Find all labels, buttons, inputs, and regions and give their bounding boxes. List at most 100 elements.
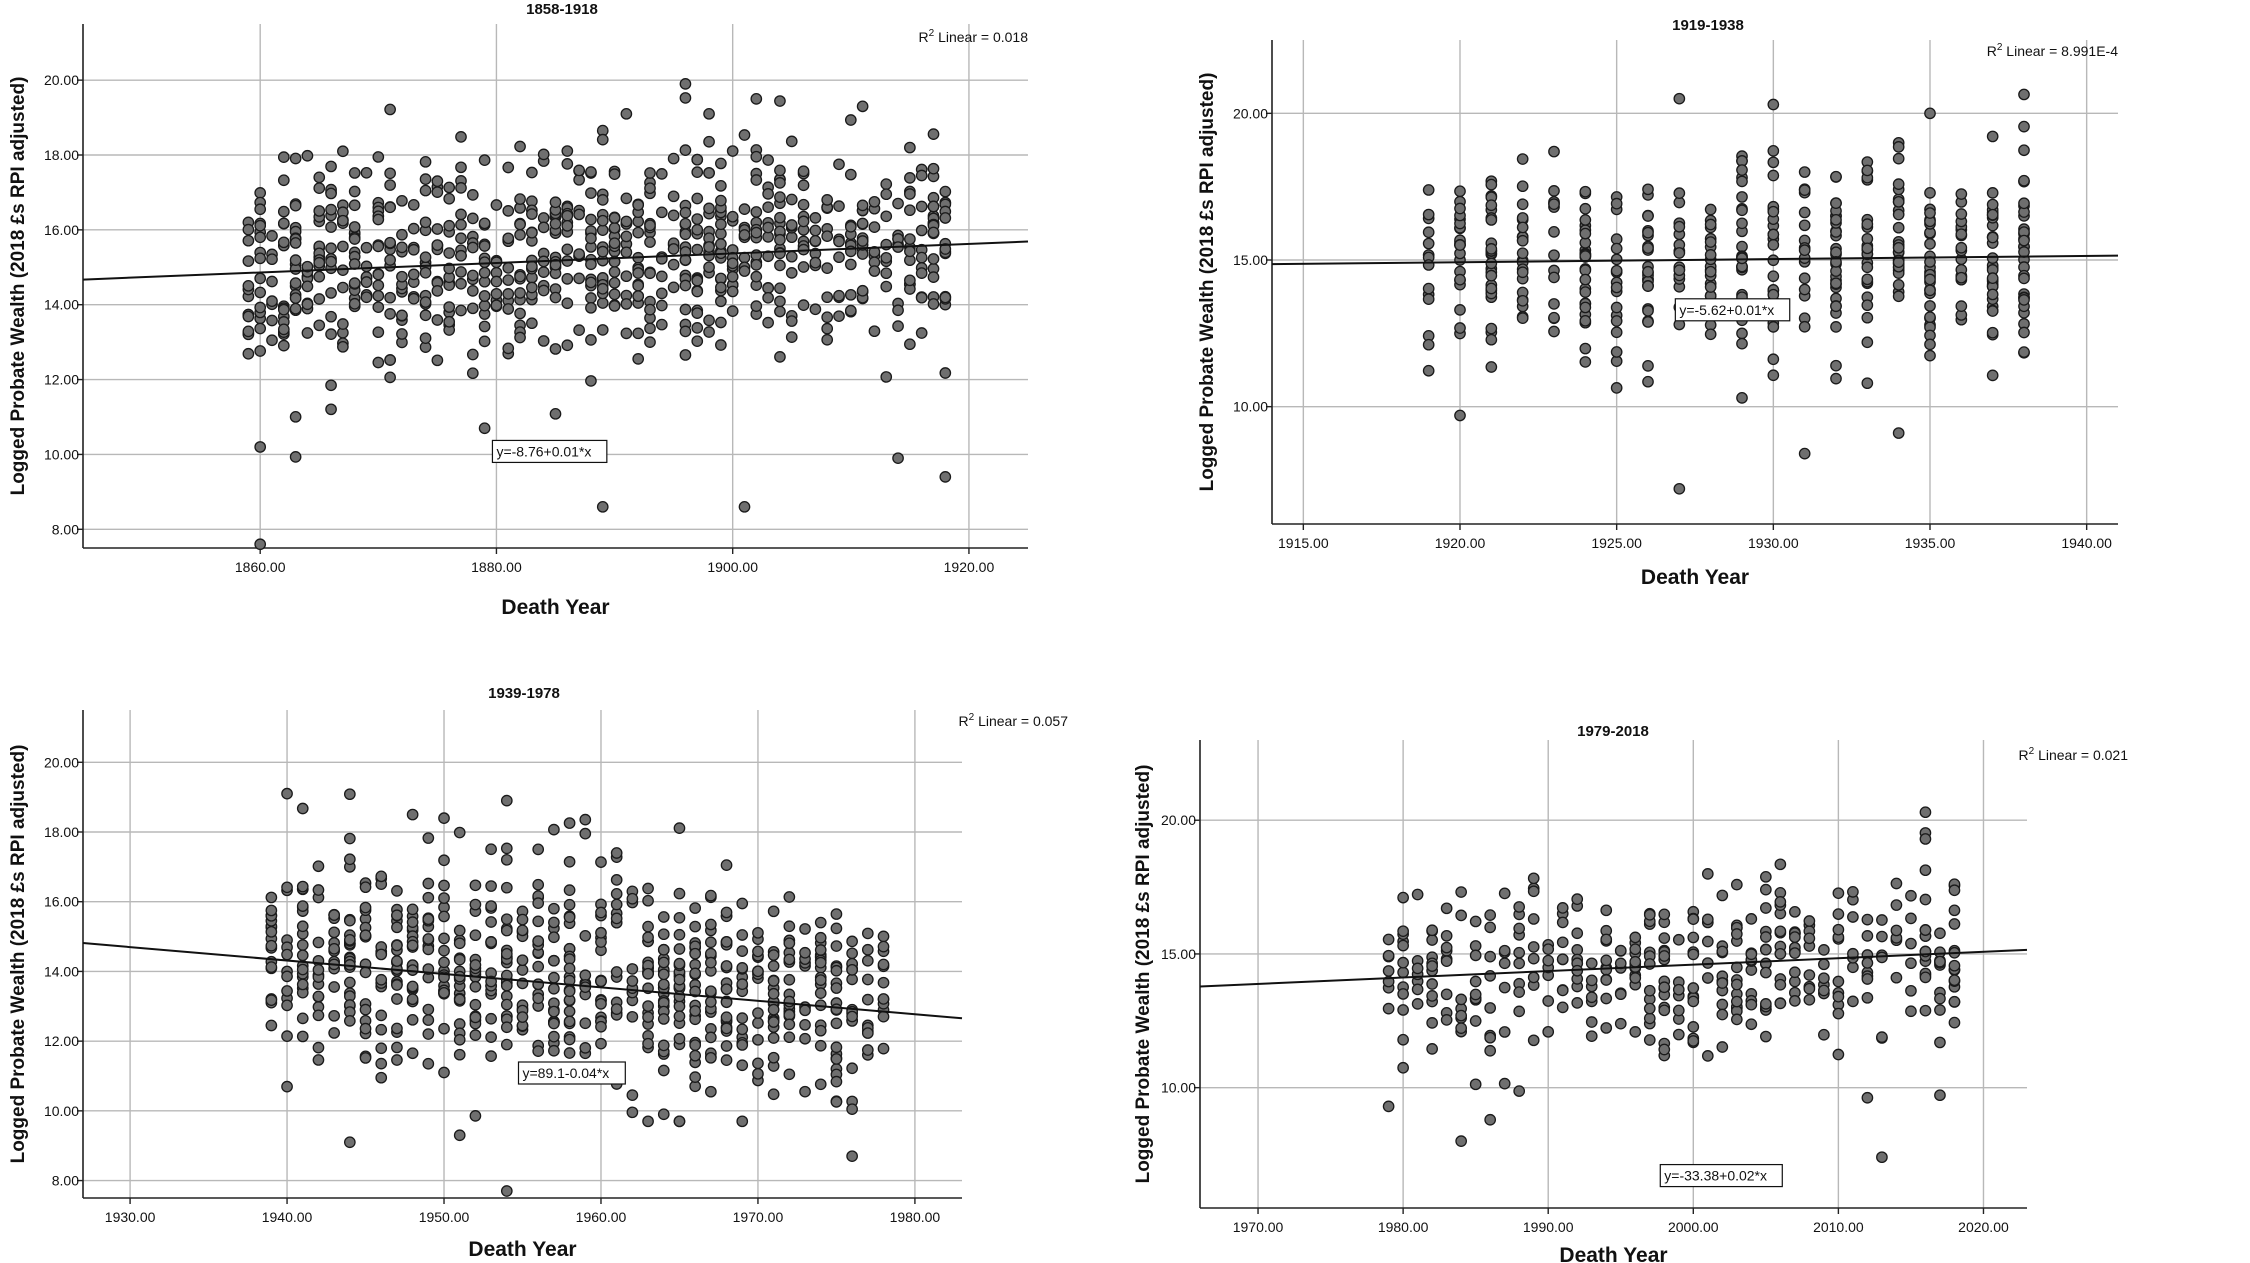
scatter-point [438,854,450,867]
scatter-point [561,339,574,352]
scatter-point [563,1005,576,1018]
scatter-point [1955,271,1968,284]
scatter-point [579,1017,592,1030]
chart-title: 1939-1978 [488,685,560,702]
scatter-point [856,235,869,247]
scatter-point [762,291,774,304]
scatter-point [1426,924,1438,937]
scatter-point [1687,948,1700,961]
scatter-point [642,920,654,933]
scatter-point [1934,992,1946,1005]
scatter-point [1548,145,1560,158]
scatter-point [1610,281,1623,294]
scatter-point [348,233,361,245]
scatter-point [466,285,479,297]
chart-title: 1919-1938 [1672,17,1744,34]
scatter-point [532,992,545,1005]
scatter-point [1767,228,1780,241]
scatter-point [844,168,857,181]
scatter-point [372,301,385,314]
scatter-point [1527,872,1540,885]
scatter-point [1642,226,1654,239]
scatter-point [799,923,811,935]
scatter-point [485,1012,497,1025]
scatter-point [277,151,290,163]
scatter-point [620,215,633,228]
scatter-point [1516,312,1529,325]
scatter-point [1716,977,1729,989]
scatter-point [296,939,309,951]
scatter-point [1422,208,1435,221]
scatter-point [1704,218,1717,231]
panel-1: 1860.00 1880.00 1900.00 1920.00 8.00 10.00 12.… [8,1,1028,619]
scatter-point [608,237,621,250]
scatter-point [1658,981,1671,994]
x-tick-label: 1990.00 [1523,1219,1574,1235]
scatter-point [705,936,717,949]
scatter-point [691,285,704,298]
scatter-point [689,1039,702,1051]
scatter-point [1876,1151,1888,1164]
scatter-point [783,995,796,1008]
scatter-point [667,152,680,165]
scatter-point [1890,971,1903,984]
scatter-point [720,936,733,948]
scatter-point [1513,1085,1526,1097]
scatter-point [1422,282,1435,295]
scatter-point [485,880,497,892]
scatter-point [478,299,491,312]
scatter-point [548,954,560,967]
scatter-point [608,266,621,278]
scatter-point [281,948,293,961]
scatter-point [1730,878,1743,891]
scatter-point [1759,998,1772,1010]
y-tick-label: 16.00 [44,894,79,910]
scatter-points [1382,806,1961,1164]
scatter-point [1861,232,1874,245]
chart-title: 1979-2018 [1577,723,1649,740]
x-tick-label: 1920.00 [1435,535,1486,551]
y-tick-label: 10.00 [1233,399,1268,415]
scatter-point [1986,187,1999,199]
scatter-point [844,114,857,126]
scatter-point [337,145,349,158]
scatter-point [549,258,562,271]
scatter-point [610,847,623,859]
scatter-point [2018,197,2030,210]
scatter-point [752,1017,764,1029]
scatter-point [667,209,680,222]
scatter-point [1716,889,1729,902]
scatter-point [1454,185,1466,198]
scatter-point [774,164,786,177]
panel-2: 1915.00 1920.00 1925.00 1930.00 1935.00 1940.… [1197,17,2118,589]
scatter-point [689,985,702,998]
scatter-point [1469,949,1482,962]
scatter-point [1701,935,1714,948]
scatter-point [325,187,337,200]
scatter-point [500,998,513,1011]
scatter-point [384,308,396,320]
scatter-point [657,1013,670,1025]
scatter-point [679,206,692,219]
scatter-point [2018,326,2030,339]
scatter-point [1986,272,1999,285]
scatter-point [1716,1041,1729,1053]
scatter-point [774,351,786,363]
scatter-point [673,957,686,970]
scatter-point [904,204,916,217]
scatter-point [325,203,337,216]
scatter-point [548,902,560,915]
scatter-point [1548,325,1560,338]
scatter-point [325,403,337,416]
scatter-point [880,280,893,293]
scatter-point [548,982,560,995]
scatter-point [1767,98,1780,111]
scatter-point [726,270,739,283]
scatter-point [453,953,466,966]
scatter-point [1861,273,1874,286]
scatter-point [809,256,822,269]
scatter-point [1556,984,1569,997]
scatter-point [814,987,827,1000]
scatter-point [266,253,278,266]
scatter-point [1876,1031,1888,1043]
